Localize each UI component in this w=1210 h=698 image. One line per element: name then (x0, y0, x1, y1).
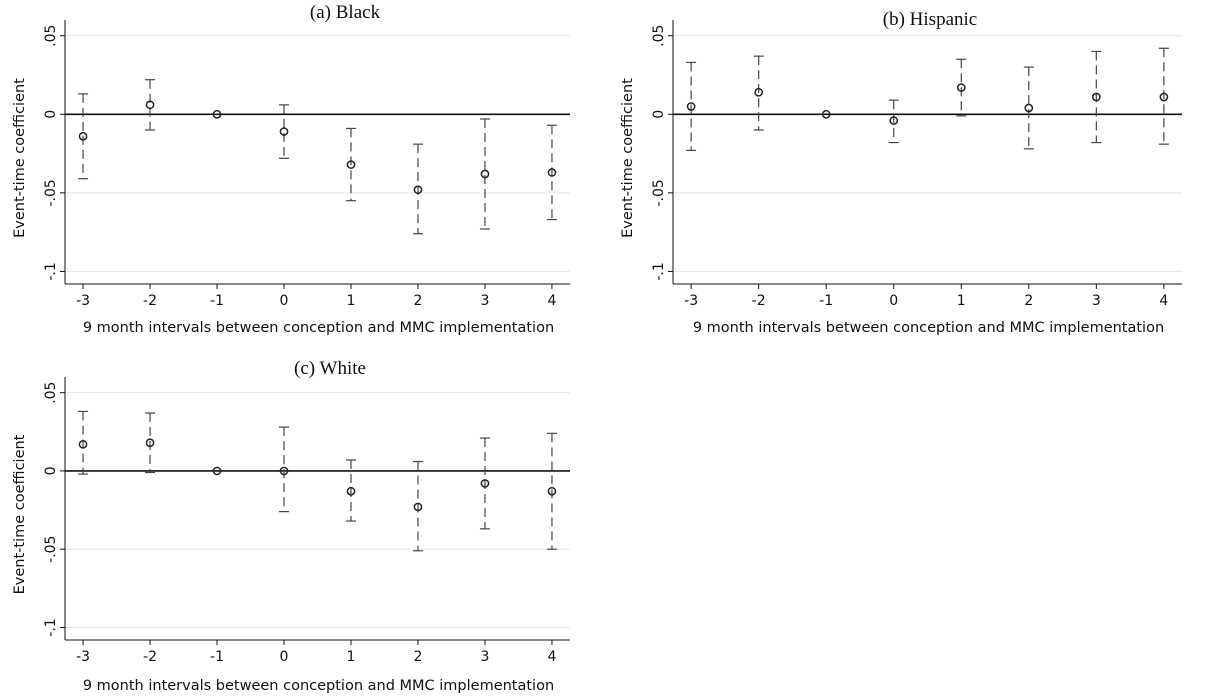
y-axis-title: Event-time coefficient (620, 78, 636, 238)
coefficient-point (686, 102, 696, 111)
chart-panel-1: .05 0 -.05 -.1 -3 -2 -1 0 1 2 3 4 (a) Black 9 month i… (12, 2, 570, 336)
x-tick-label: -1 (819, 293, 833, 309)
coefficient-point (212, 109, 222, 119)
coefficient-point (279, 127, 289, 136)
x-tick-label: -3 (76, 649, 90, 665)
chart-panel-2: .05 0 -.05 -.1 -3 -2 -1 0 1 2 3 4 (b) Hispanic 9 mont… (620, 9, 1182, 336)
coefficient-point (821, 109, 831, 119)
x-tick-label: 0 (889, 293, 898, 309)
coefficient-point (480, 169, 490, 179)
x-tick-label: 4 (1159, 293, 1168, 309)
y-tick-label: -.1 (43, 618, 59, 636)
coefficient-point (413, 185, 423, 195)
coefficient-point (413, 502, 423, 512)
x-tick-label: 2 (1024, 293, 1033, 309)
x-axis-title: 9 month intervals between conception and… (83, 320, 554, 336)
x-tick-label: -2 (143, 649, 157, 665)
x-tick-label: 1 (347, 293, 356, 309)
y-tick-label: 0 (43, 466, 59, 475)
coefficient-point (145, 100, 155, 110)
coefficient-point (547, 168, 557, 177)
y-tick-label: -.05 (43, 536, 59, 563)
coefficient-point (1159, 92, 1169, 102)
y-tick-label: .05 (651, 25, 667, 47)
x-axis-title: 9 month intervals between conception and… (83, 678, 554, 694)
x-tick-label: 1 (957, 293, 966, 309)
panel-title: (c) White (294, 358, 366, 379)
coefficient-point (754, 87, 764, 97)
coefficient-point (78, 131, 88, 141)
y-tick-label: -.1 (43, 262, 59, 280)
coefficient-point (212, 466, 222, 476)
x-tick-label: 4 (547, 649, 556, 665)
x-tick-label: 3 (481, 293, 490, 309)
chart-panel-3: .05 0 -.05 -.1 -3 -2 -1 0 1 2 3 4 (c) White 9 month i… (12, 358, 570, 694)
coefficient-point (145, 438, 155, 448)
y-tick-label: -.05 (43, 179, 59, 206)
coefficient-point (346, 486, 356, 496)
panel-title: (b) Hispanic (883, 9, 977, 30)
coefficient-point (547, 486, 557, 496)
x-tick-label: -3 (684, 293, 698, 309)
y-axis-title: Event-time coefficient (12, 78, 28, 238)
x-tick-label: -1 (210, 649, 224, 665)
coefficient-point (889, 116, 899, 125)
x-tick-label: 0 (280, 649, 289, 665)
y-tick-label: 0 (651, 110, 667, 119)
coefficient-point (279, 466, 289, 476)
panel-title: (a) Black (310, 2, 381, 23)
coefficient-point (1091, 92, 1101, 102)
x-tick-label: 2 (414, 293, 423, 309)
x-tick-label: -2 (143, 293, 157, 309)
y-tick-label: -.05 (651, 179, 667, 206)
coefficient-point (480, 479, 490, 488)
x-tick-label: -1 (210, 293, 224, 309)
x-tick-label: 2 (414, 649, 423, 665)
y-tick-label: .05 (43, 382, 59, 404)
y-tick-label: .05 (43, 25, 59, 47)
x-tick-label: 3 (481, 649, 490, 665)
x-tick-label: -2 (752, 293, 766, 309)
x-tick-label: 0 (280, 293, 289, 309)
x-tick-label: 1 (347, 649, 356, 665)
x-tick-label: -3 (76, 293, 90, 309)
coefficient-point (1024, 103, 1034, 113)
x-axis-title: 9 month intervals between conception and… (693, 320, 1164, 336)
x-tick-label: 4 (547, 293, 556, 309)
coefficient-point (956, 83, 966, 92)
coefficient-point (346, 160, 356, 169)
y-tick-label: -.1 (651, 262, 667, 280)
x-tick-label: 3 (1092, 293, 1101, 309)
y-tick-label: 0 (43, 110, 59, 119)
y-axis-title: Event-time coefficient (12, 434, 28, 594)
coefficient-point (78, 439, 88, 449)
